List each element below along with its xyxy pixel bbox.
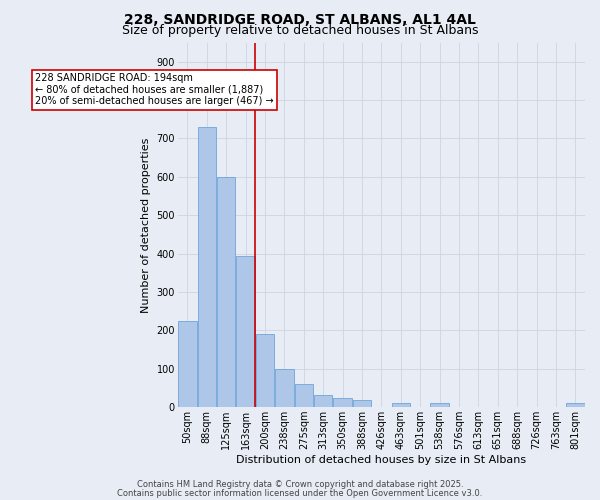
Bar [392, 402, 410, 407]
Text: Size of property relative to detached houses in St Albans: Size of property relative to detached ho… [122, 24, 478, 37]
Bar [295, 384, 313, 407]
Text: Contains HM Land Registry data © Crown copyright and database right 2025.: Contains HM Land Registry data © Crown c… [137, 480, 463, 489]
Bar [236, 256, 255, 407]
Bar [217, 177, 235, 407]
X-axis label: Distribution of detached houses by size in St Albans: Distribution of detached houses by size … [236, 455, 526, 465]
Bar [178, 321, 197, 407]
Bar [256, 334, 274, 407]
Text: 228, SANDRIDGE ROAD, ST ALBANS, AL1 4AL: 228, SANDRIDGE ROAD, ST ALBANS, AL1 4AL [124, 12, 476, 26]
Bar [314, 395, 332, 407]
Bar [334, 398, 352, 407]
Bar [197, 127, 216, 407]
Bar [275, 369, 293, 407]
Text: Contains public sector information licensed under the Open Government Licence v3: Contains public sector information licen… [118, 489, 482, 498]
Bar [566, 404, 584, 407]
Y-axis label: Number of detached properties: Number of detached properties [141, 137, 151, 312]
Bar [430, 404, 449, 407]
Text: 228 SANDRIDGE ROAD: 194sqm
← 80% of detached houses are smaller (1,887)
20% of s: 228 SANDRIDGE ROAD: 194sqm ← 80% of deta… [35, 73, 274, 106]
Bar [353, 400, 371, 407]
